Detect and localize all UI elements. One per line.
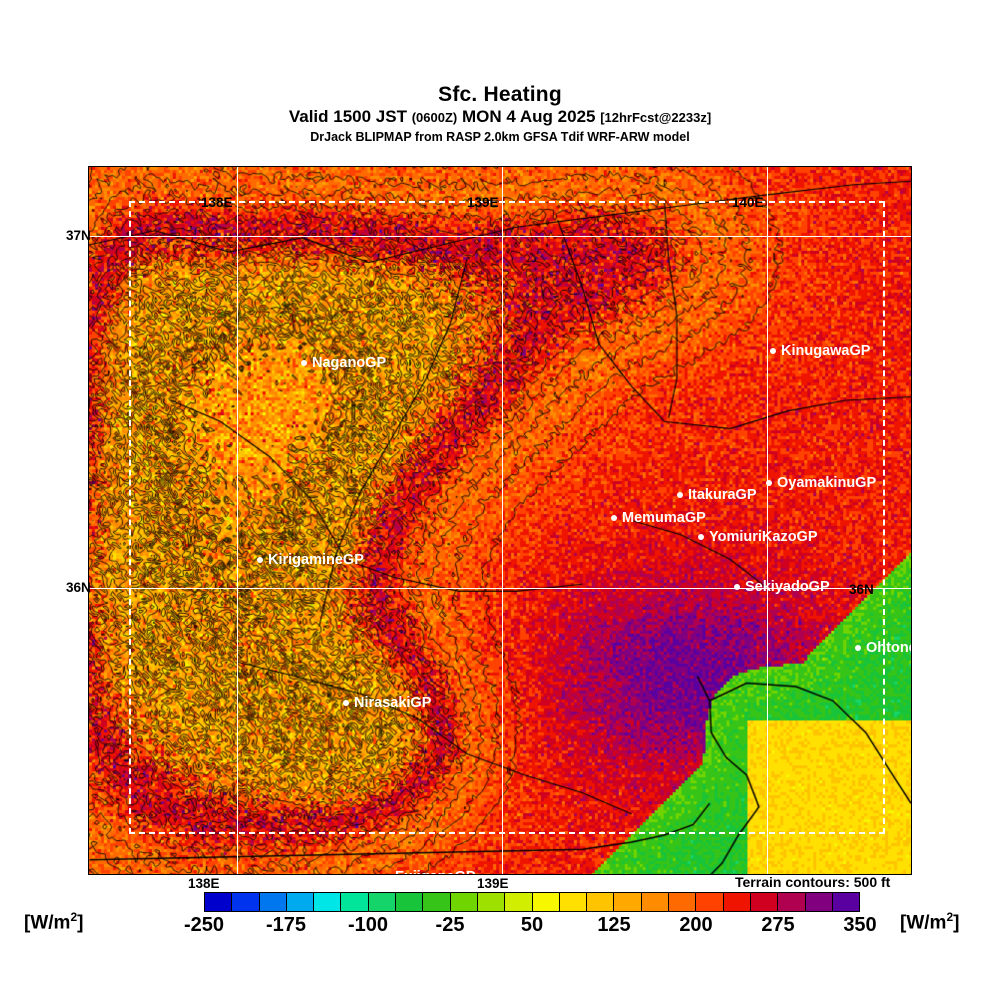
station-marker-icon bbox=[734, 584, 740, 591]
station-marker-icon bbox=[770, 348, 776, 355]
station-name: KinugawaGP bbox=[781, 343, 871, 360]
colorbar: [W/m2] -250 -175 -100 -25 50 125 200 275 350 [W/… bbox=[0, 890, 1000, 950]
station-label-nirasakigp[interactable]: NirasakiGP bbox=[343, 696, 431, 710]
station-name: YomiuriKazoGP bbox=[709, 529, 818, 546]
colorbar-tick--175: -175 bbox=[265, 914, 307, 936]
colorbar-tick-125: 125 bbox=[597, 914, 631, 936]
colorbar-swatch-13 bbox=[559, 893, 588, 911]
colorbar-swatch-3 bbox=[286, 893, 315, 911]
colorbar-swatch-7 bbox=[396, 893, 424, 911]
colorbar-tick-350: 350 bbox=[843, 914, 877, 936]
lat-label-36n: 36N bbox=[66, 580, 91, 595]
lon-label-138e-bottom: 138E bbox=[188, 876, 220, 891]
lat-label-37n: 37N bbox=[66, 228, 91, 243]
model-subtitle: DrJack BLIPMAP from RASP 2.0km GFSA Tdif… bbox=[310, 130, 690, 144]
map-panel[interactable]: 138E 139E 140E 36N NaganoGP KinugawaGP Oya… bbox=[88, 166, 912, 875]
colorbar-swatch-15 bbox=[614, 893, 642, 911]
station-name: FujiganeGP bbox=[395, 869, 476, 874]
station-marker-icon bbox=[698, 534, 704, 541]
valid-time-date: MON 4 Aug 2025 bbox=[457, 107, 601, 126]
colorbar-swatch-2 bbox=[259, 893, 287, 911]
station-label-fujiganegp[interactable]: FujiganeGP bbox=[384, 869, 476, 875]
station-marker-icon bbox=[855, 645, 861, 652]
colorbar-swatch-1 bbox=[232, 893, 260, 911]
forecast-tag: [12hrFcst@2233z] bbox=[600, 110, 712, 125]
lon-label-140e-top: 140E bbox=[732, 195, 764, 210]
colorbar-swatch-14 bbox=[587, 893, 615, 911]
colorbar-swatch-12 bbox=[532, 893, 560, 911]
lat-label-36n-right: 36N bbox=[849, 582, 874, 597]
station-name: NaganoGP bbox=[312, 355, 387, 372]
valid-time-utc: (0600Z) bbox=[411, 110, 458, 125]
station-label-kinugawagp[interactable]: KinugawaGP bbox=[770, 344, 870, 358]
station-name: KirigamineGP bbox=[268, 552, 364, 569]
station-marker-icon bbox=[611, 515, 617, 522]
station-label-ohtone[interactable]: Ohtone bbox=[855, 640, 912, 657]
colorbar-swatch-11 bbox=[505, 893, 533, 911]
station-label-naganogp[interactable]: NaganoGP bbox=[301, 356, 386, 370]
station-name: OyamakinuGP bbox=[777, 475, 877, 492]
colorbar-unit-right-end: ] bbox=[953, 912, 960, 934]
station-label-oyamakinugp[interactable]: OyamakinuGP bbox=[766, 476, 876, 490]
colorbar-tick--100: -100 bbox=[347, 914, 389, 936]
colorbar-unit-right: [W/m2] bbox=[900, 910, 959, 934]
colorbar-swatch-17 bbox=[669, 893, 697, 911]
station-marker-icon bbox=[766, 480, 772, 487]
lon-label-139e-top: 139E bbox=[467, 195, 499, 210]
station-name: NirasakiGP bbox=[354, 695, 432, 712]
colorbar-unit-left-sup: 2 bbox=[70, 910, 78, 924]
colorbar-tick-275: 275 bbox=[761, 914, 795, 936]
station-label-itakuragp[interactable]: ItakuraGP bbox=[677, 488, 757, 502]
colorbar-unit-right-sup: 2 bbox=[946, 910, 954, 924]
colorbar-swatch-21 bbox=[778, 893, 806, 911]
colorbar-unit-right-text: [W/m bbox=[900, 912, 947, 934]
station-name: ItakuraGP bbox=[688, 487, 757, 504]
station-name: SekiyadoGP bbox=[745, 579, 830, 596]
lon-label-139e-bottom: 139E bbox=[477, 876, 509, 891]
station-name: MemumaGP bbox=[622, 510, 706, 527]
colorbar-tick--25: -25 bbox=[435, 914, 465, 936]
colorbar-swatch-0 bbox=[205, 893, 233, 911]
station-marker-icon bbox=[384, 874, 390, 875]
colorbar-swatch-6 bbox=[368, 893, 397, 911]
station-label-kirigaminegp[interactable]: KirigamineGP bbox=[257, 553, 364, 567]
colorbar-swatch-23 bbox=[832, 893, 860, 911]
station-label-yomiurikazogp[interactable]: YomiuriKazoGP bbox=[698, 530, 818, 544]
colorbar-swatches bbox=[204, 892, 860, 912]
colorbar-swatch-4 bbox=[314, 893, 342, 911]
colorbar-swatch-22 bbox=[805, 893, 833, 911]
station-name: Ohtone bbox=[866, 640, 912, 657]
station-label-memumagp[interactable]: MemumaGP bbox=[611, 511, 706, 525]
valid-time-prefix: Valid 1500 JST bbox=[288, 107, 412, 126]
page-title: Sfc. Heating bbox=[438, 83, 562, 106]
colorbar-unit-left: [W/m2] bbox=[24, 910, 83, 934]
colorbar-unit-left-text: [W/m bbox=[24, 912, 71, 934]
valid-time-line: Valid 1500 JST (0600Z) MON 4 Aug 2025 [1… bbox=[0, 107, 1000, 128]
colorbar-swatch-19 bbox=[723, 893, 751, 911]
colorbar-swatch-9 bbox=[450, 893, 478, 911]
colorbar-tick-50: 50 bbox=[520, 914, 544, 936]
station-label-sekiyadogp[interactable]: SekiyadoGP bbox=[734, 580, 830, 594]
colorbar-swatch-20 bbox=[750, 893, 779, 911]
colorbar-tick--250: -250 bbox=[183, 914, 225, 936]
colorbar-swatch-10 bbox=[477, 893, 506, 911]
terrain-contour-note: Terrain contours: 500 ft bbox=[735, 874, 891, 890]
colorbar-swatch-16 bbox=[641, 893, 670, 911]
station-marker-icon bbox=[257, 557, 263, 564]
chart-title-block: Sfc. Heating Valid 1500 JST (0600Z) MON … bbox=[0, 84, 1000, 145]
colorbar-unit-left-end: ] bbox=[77, 912, 84, 934]
colorbar-tick-200: 200 bbox=[679, 914, 713, 936]
station-marker-icon bbox=[301, 360, 307, 367]
colorbar-swatch-8 bbox=[423, 893, 451, 911]
colorbar-swatch-5 bbox=[341, 893, 369, 911]
lon-label-138e-top: 138E bbox=[201, 195, 233, 210]
colorbar-swatch-18 bbox=[696, 893, 724, 911]
surface-heating-heatmap bbox=[89, 167, 911, 874]
station-marker-icon bbox=[343, 700, 349, 707]
station-marker-icon bbox=[677, 492, 683, 499]
